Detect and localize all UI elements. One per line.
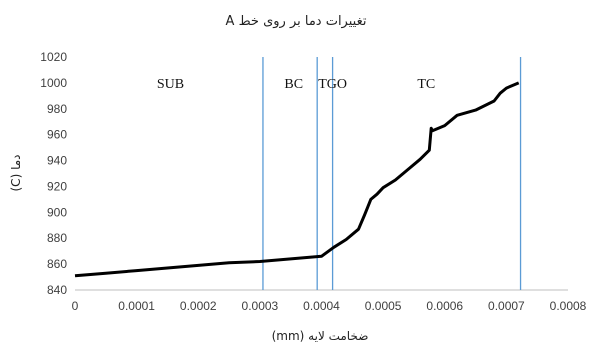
y-tick-label: 1000 [40, 76, 67, 90]
y-tick-label: 980 [47, 102, 67, 116]
y-tick-label: 900 [47, 205, 67, 219]
region-label: TGO [318, 77, 347, 92]
y-tick-label: 860 [47, 257, 67, 271]
y-tick-label: 920 [47, 179, 67, 193]
y-tick-label: 1020 [40, 50, 67, 64]
y-axis-label: دما (C) [9, 154, 23, 191]
y-axis: 840 860 880 900 920 940 960 980 1000 1020 [40, 50, 67, 297]
temperature-series-line [74, 81, 520, 278]
y-tick-label: 880 [47, 231, 67, 245]
x-tick-label: 0 [72, 299, 79, 313]
x-axis-label: ضخامت لایه (mm) [272, 329, 369, 343]
x-tick-label: 0.0005 [365, 299, 402, 313]
x-axis: 0 0.0001 0.0002 0.0003 0.0004 0.0005 0.0006 0.0… [72, 299, 587, 313]
y-tick-label: 960 [47, 128, 67, 142]
region-label: BC [284, 77, 303, 92]
x-tick-label: 0.0004 [303, 299, 340, 313]
y-tick-label: 940 [47, 154, 67, 168]
layer-boundary-lines [262, 57, 522, 290]
x-tick-label: 0.0003 [242, 299, 279, 313]
x-tick-label: 0.0008 [550, 299, 587, 313]
x-tick-label: 0.0007 [488, 299, 525, 313]
x-tick-label: 0.0001 [118, 299, 155, 313]
region-label: TC [417, 77, 435, 92]
chart-title: تغییرات دما بر روی خط A [226, 14, 367, 29]
layer-region-labels: SUB BC TGO TC [157, 77, 435, 92]
region-label: SUB [157, 77, 184, 92]
y-tick-label: 840 [47, 283, 67, 297]
x-tick-label: 0.0006 [426, 299, 463, 313]
x-tick-label: 0.0002 [180, 299, 217, 313]
